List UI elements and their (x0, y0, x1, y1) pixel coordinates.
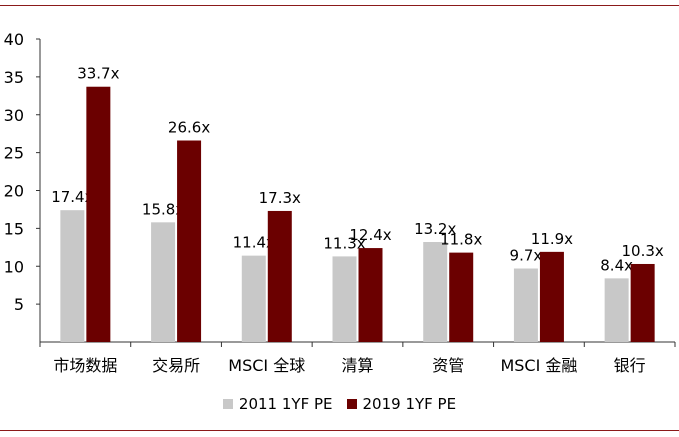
bar-2019 (267, 210, 292, 342)
data-label-2011: 9.7x (510, 247, 543, 265)
legend-item-2019: 2019 1YF PE (346, 395, 457, 413)
data-label-2019: 17.3x (259, 189, 301, 207)
data-label-2019: 11.9x (531, 230, 573, 248)
y-tick-label: 30 (4, 106, 24, 125)
chart-legend: 2011 1YF PE 2019 1YF PE (0, 395, 679, 413)
y-tick-label: 25 (4, 144, 24, 163)
data-label-2011: 11.3x (323, 234, 365, 252)
bar-2019 (449, 252, 474, 342)
y-tick-label: 40 (4, 30, 24, 49)
category-label: 市场数据 (53, 356, 117, 375)
data-label-2019: 12.4x (349, 226, 391, 244)
bar-2011 (332, 256, 357, 342)
legend-label-2019: 2019 1YF PE (362, 395, 457, 413)
bar-chart: 5 10 15 20 25 30 35 40 17.4x 33.7x 市场数据 15.8x 26.6x 交… (4, 30, 676, 375)
bar-2011 (60, 210, 85, 342)
bar-2011 (423, 242, 448, 342)
category-label: 银行 (614, 356, 646, 375)
bar-2011 (241, 255, 266, 342)
bar-2019 (539, 251, 564, 342)
data-label-2019: 11.8x (440, 231, 482, 249)
category-label: MSCI 全球 (228, 356, 305, 375)
y-tick-label: 15 (4, 219, 24, 238)
bar-2019 (358, 248, 383, 342)
bar-2019 (177, 140, 202, 342)
legend-item-2011: 2011 1YF PE (222, 395, 333, 413)
legend-swatch-2019 (346, 399, 357, 409)
data-label-2011: 15.8x (142, 200, 184, 218)
data-label-2011: 11.4x (233, 234, 275, 252)
data-label-2011: 8.4x (600, 256, 633, 274)
bar-2019 (86, 86, 111, 342)
y-tick-label: 10 (4, 257, 24, 276)
y-tick-label: 35 (4, 68, 24, 87)
category-label: 资管 (432, 356, 464, 375)
data-label-2011: 17.4x (51, 188, 93, 206)
bar-2011 (513, 268, 538, 342)
y-tick-label: 5 (14, 295, 24, 314)
bar-2011 (604, 278, 629, 342)
bar-2019 (630, 263, 655, 342)
data-label-2019: 33.7x (77, 65, 119, 83)
legend-label-2011: 2011 1YF PE (238, 395, 333, 413)
data-label-2019: 26.6x (168, 119, 210, 137)
category-label: MSCI 金融 (500, 356, 577, 375)
y-tick-label: 20 (4, 182, 24, 201)
data-label-2019: 10.3x (622, 242, 664, 260)
legend-swatch-2011 (222, 399, 233, 409)
top-rule (0, 5, 679, 6)
category-label: 清算 (341, 356, 373, 375)
bar-2011 (151, 222, 176, 342)
bottom-rule (0, 430, 679, 431)
data-label-2011: 13.2x (414, 220, 456, 238)
category-label: 交易所 (152, 356, 200, 375)
